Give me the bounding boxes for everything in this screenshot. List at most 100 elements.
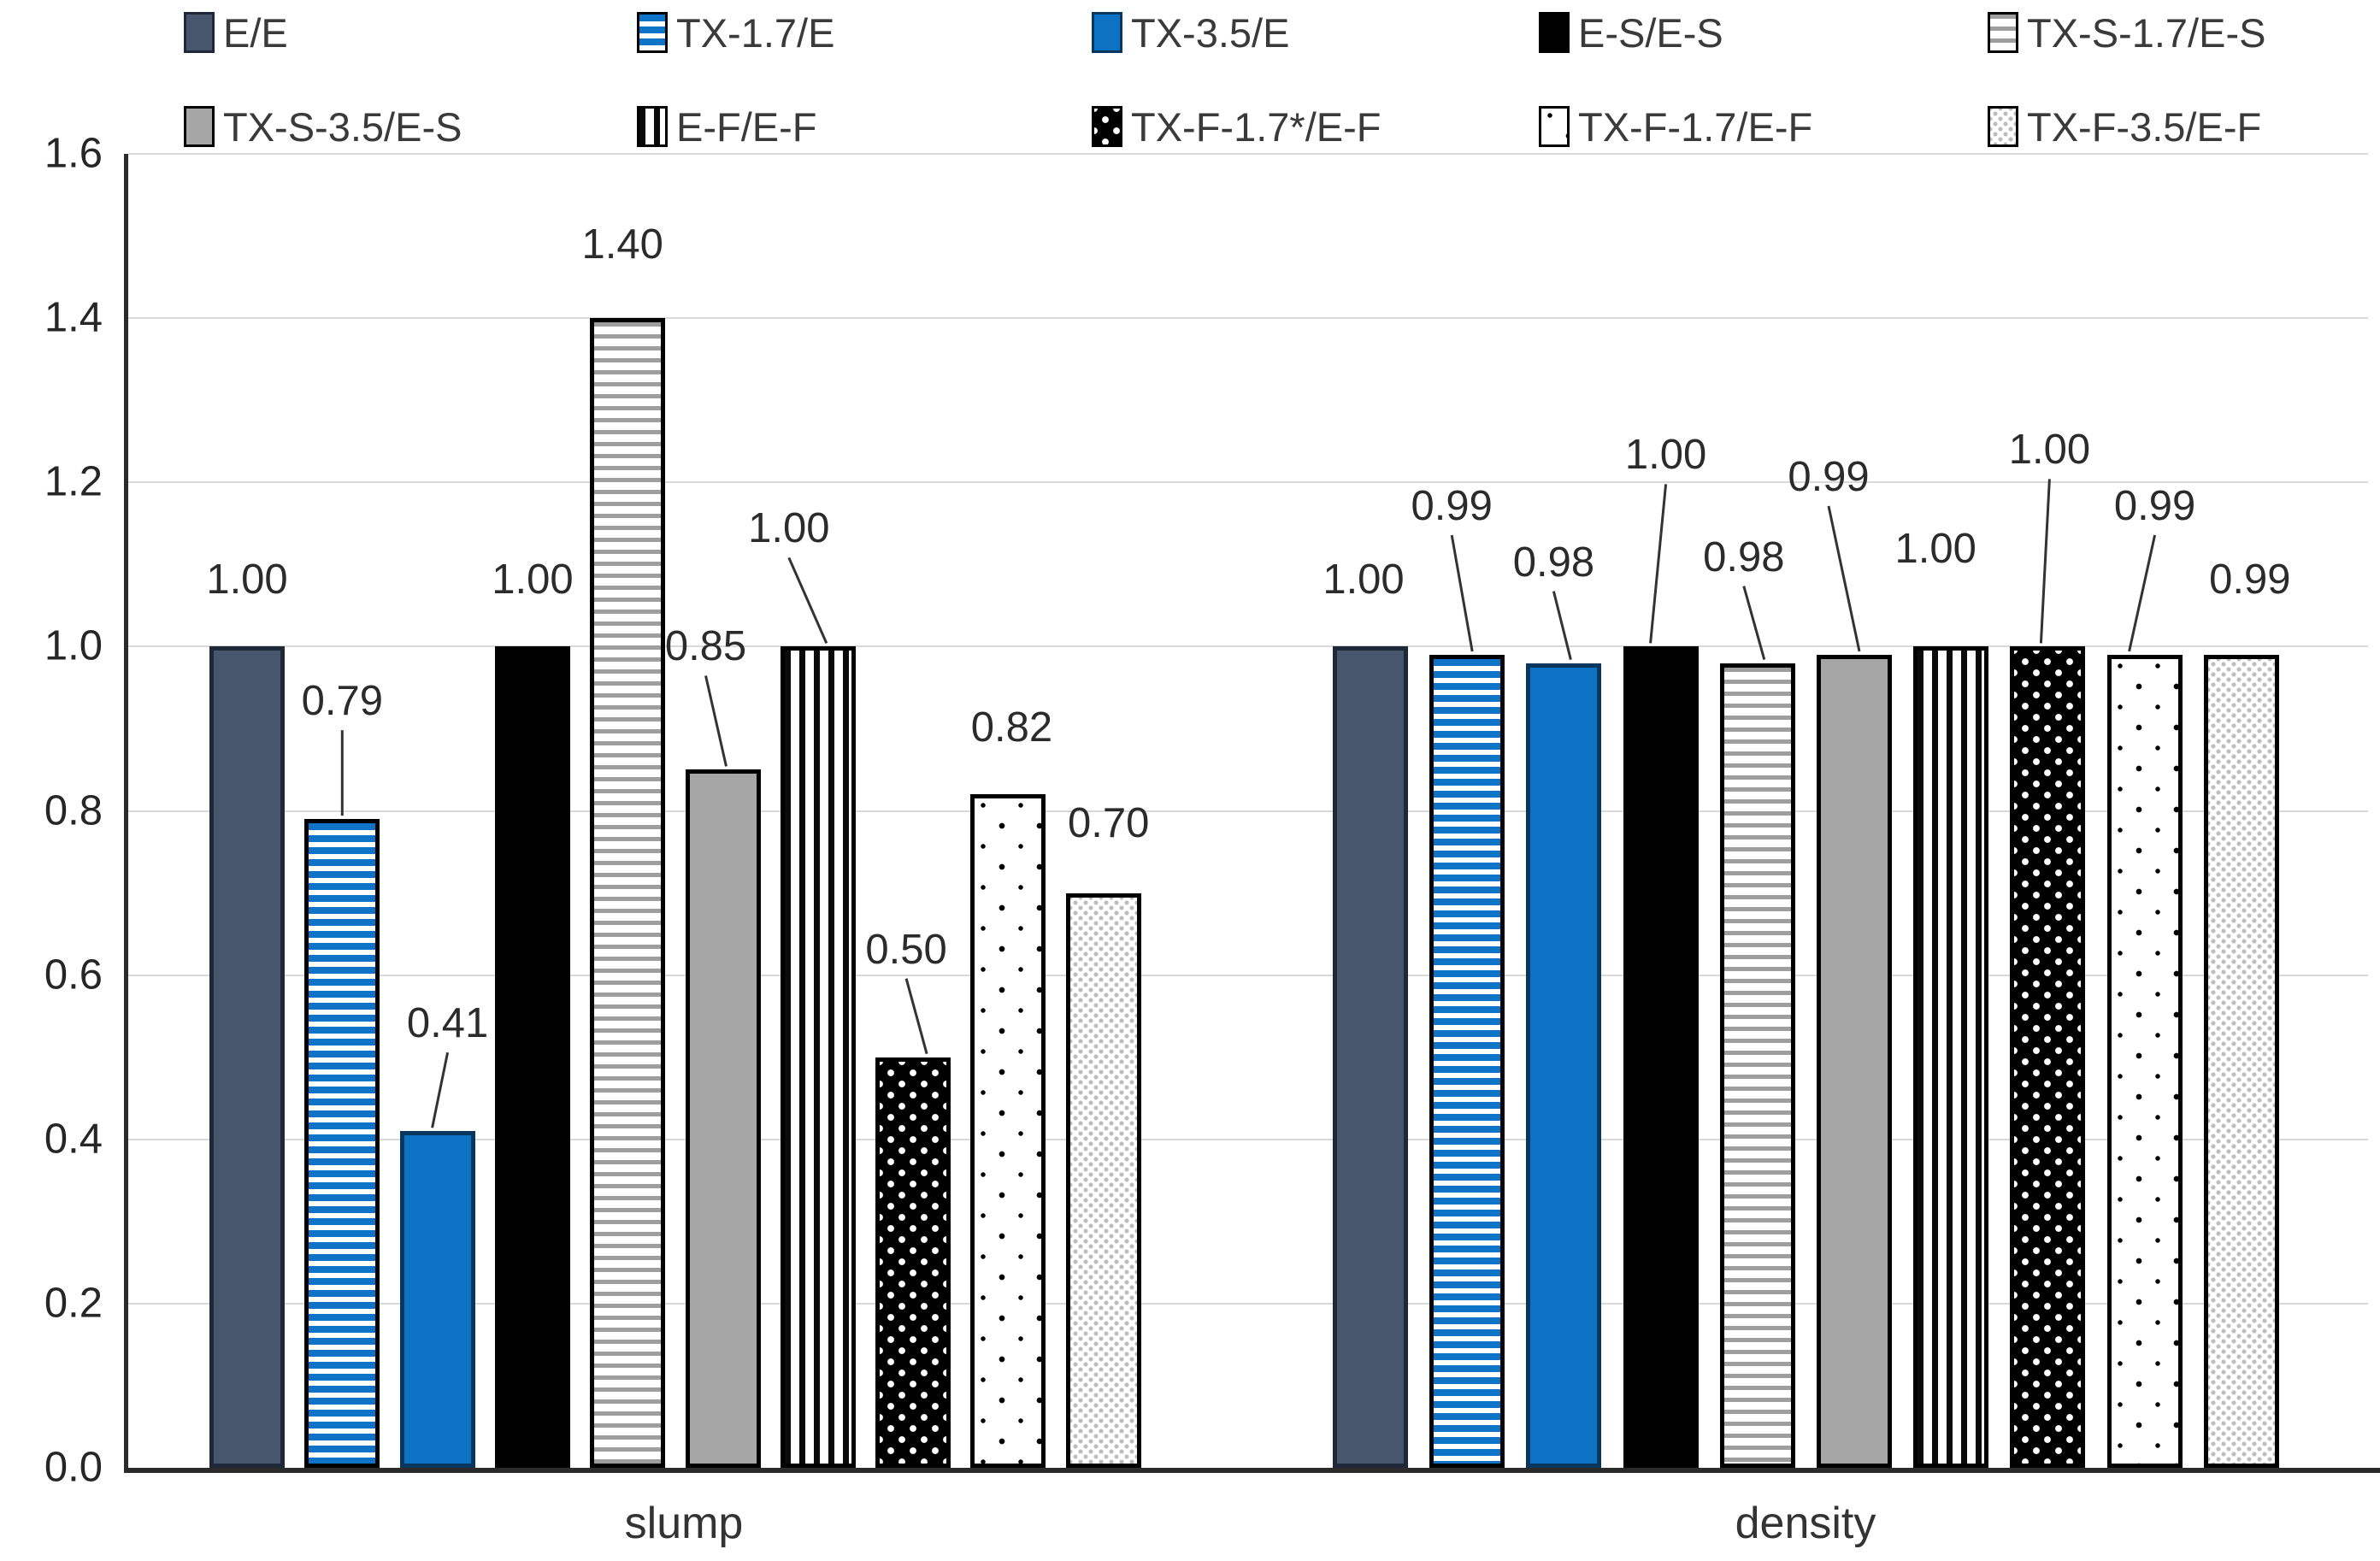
bar-value-label: 0.98 xyxy=(1512,539,1595,586)
gridline-0.2 xyxy=(128,1302,2368,1305)
bar-value-label: 1.40 xyxy=(581,221,663,268)
legend-item-TX-S-1.7/E-S: TX-S-1.7/E-S xyxy=(1988,7,2265,58)
legend-swatch-icon xyxy=(184,106,215,147)
bar-E/E-slump xyxy=(209,646,285,1468)
bar-value-label: 0.82 xyxy=(970,704,1053,751)
bar-value-label: 0.99 xyxy=(1788,453,1870,500)
bar-TX-3.5/E-density xyxy=(1526,663,1602,1468)
legend-swatch-icon xyxy=(184,12,215,53)
bar-TX-1.7/E-density xyxy=(1429,654,1505,1468)
bar-value-label: 1.00 xyxy=(206,557,288,604)
bar-TX-F-1.7*/E-F-density xyxy=(2010,646,2086,1468)
bar-value-label: 0.99 xyxy=(2113,482,2196,529)
legend-label: E/E xyxy=(223,9,288,56)
y-tick-label: 0.0 xyxy=(44,1444,103,1491)
legend-swatch-icon xyxy=(1092,106,1122,147)
bar-E-F/E-F-density xyxy=(1913,646,1989,1468)
leader-line xyxy=(1552,591,1572,660)
legend-label: TX-S-3.5/E-S xyxy=(223,103,462,150)
y-axis-line xyxy=(124,154,128,1473)
bar-TX-3.5/E-slump xyxy=(399,1131,475,1468)
bar-E-S/E-S-slump xyxy=(494,646,570,1468)
y-tick-label: 0.6 xyxy=(44,951,103,998)
bar-TX-S-3.5/E-S-density xyxy=(1817,654,1892,1468)
bar-value-label: 1.00 xyxy=(2008,427,2091,474)
category-label-slump: slump xyxy=(624,1499,744,1548)
legend-label: E-F/E-F xyxy=(676,103,817,150)
leader-line xyxy=(1742,586,1766,660)
legend-swatch-icon xyxy=(1539,106,1570,147)
bar-TX-F-3.5/E-F-slump xyxy=(1065,892,1141,1468)
legend-item-E-S/E-S: E-S/E-S xyxy=(1539,7,1723,58)
leader-line xyxy=(904,978,928,1055)
bar-value-label: 0.99 xyxy=(2209,556,2291,603)
legend-label: TX-3.5/E xyxy=(1131,9,1290,56)
bar-value-label: 0.41 xyxy=(406,1000,489,1047)
category-label-density: density xyxy=(1735,1499,1876,1548)
legend-item-TX-F-1.7/E-F: TX-F-1.7/E-F xyxy=(1539,101,1812,152)
legend-swatch-icon xyxy=(637,106,668,147)
legend-swatch-icon xyxy=(1988,12,2018,53)
leader-line xyxy=(704,675,728,767)
legend-item-TX-1.7/E: TX-1.7/E xyxy=(637,7,834,58)
gridline-1.0 xyxy=(128,645,2368,648)
legend-label: TX-F-3.5/E-F xyxy=(2027,103,2262,150)
gridline-1.6 xyxy=(128,153,2368,155)
bar-TX-F-1.7/E-F-density xyxy=(2106,654,2183,1468)
bar-E-F/E-F-slump xyxy=(780,646,856,1468)
legend-label: TX-F-1.7/E-F xyxy=(1578,103,1813,150)
bar-TX-F-1.7*/E-F-slump xyxy=(875,1057,951,1468)
gridline-0.4 xyxy=(128,1138,2368,1140)
y-tick-label: 0.4 xyxy=(44,1116,103,1163)
gridline-1.4 xyxy=(128,317,2368,320)
bar-value-label: 1.00 xyxy=(1323,557,1405,604)
bar-TX-F-1.7/E-F-slump xyxy=(970,794,1046,1468)
leader-line xyxy=(1827,505,1861,652)
leader-line xyxy=(431,1051,450,1128)
y-tick-label: 1.6 xyxy=(44,130,103,177)
legend-item-E-F/E-F: E-F/E-F xyxy=(637,101,816,152)
y-tick-label: 1.2 xyxy=(44,458,103,505)
leader-line xyxy=(787,557,828,644)
gridline-0.8 xyxy=(128,810,2368,812)
legend-label: TX-1.7/E xyxy=(676,9,835,56)
gridline-0.6 xyxy=(128,974,2368,976)
bar-value-label: 0.99 xyxy=(1411,482,1493,529)
legend-swatch-icon xyxy=(1988,106,2018,147)
bar-value-label: 1.00 xyxy=(1624,432,1707,479)
x-axis-line xyxy=(124,1468,2380,1473)
y-tick-label: 0.2 xyxy=(44,1280,103,1327)
bar-E-S/E-S-density xyxy=(1623,646,1699,1468)
legend-swatch-icon xyxy=(637,12,668,53)
bar-value-label: 1.00 xyxy=(492,557,574,604)
bar-value-label: 1.00 xyxy=(748,505,830,552)
bar-TX-1.7/E-slump xyxy=(304,819,380,1468)
bar-value-label: 0.50 xyxy=(865,926,947,973)
bar-value-label: 1.00 xyxy=(1894,526,1976,573)
legend-swatch-icon xyxy=(1092,12,1122,53)
bar-value-label: 0.98 xyxy=(1703,533,1785,580)
bar-E/E-density xyxy=(1333,646,1408,1468)
legend-item-TX-F-3.5/E-F: TX-F-3.5/E-F xyxy=(1988,101,2261,152)
y-tick-label: 1.0 xyxy=(44,622,103,669)
bar-TX-F-3.5/E-F-density xyxy=(2203,654,2279,1468)
legend-swatch-icon xyxy=(1539,12,1570,53)
bar-value-label: 0.85 xyxy=(664,623,747,670)
legend-item-E/E: E/E xyxy=(184,7,288,58)
y-tick-label: 0.8 xyxy=(44,787,103,834)
leader-line xyxy=(1649,484,1668,644)
legend-item-TX-3.5/E: TX-3.5/E xyxy=(1092,7,1289,58)
legend-item-TX-S-3.5/E-S: TX-S-3.5/E-S xyxy=(184,101,462,152)
legend-label: TX-F-1.7*/E-F xyxy=(1131,103,1381,150)
y-tick-label: 1.4 xyxy=(44,294,103,341)
bar-TX-S-1.7/E-S-slump xyxy=(590,318,666,1468)
leader-line xyxy=(1450,534,1474,652)
bar-TX-S-1.7/E-S-density xyxy=(1719,663,1795,1468)
bar-value-label: 0.70 xyxy=(1068,799,1150,846)
legend-label: E-S/E-S xyxy=(1578,9,1723,56)
bar-value-label: 0.79 xyxy=(301,678,383,725)
legend-label: TX-S-1.7/E-S xyxy=(2027,9,2266,56)
leader-line xyxy=(2128,534,2157,652)
bar-TX-S-3.5/E-S-slump xyxy=(685,769,761,1468)
